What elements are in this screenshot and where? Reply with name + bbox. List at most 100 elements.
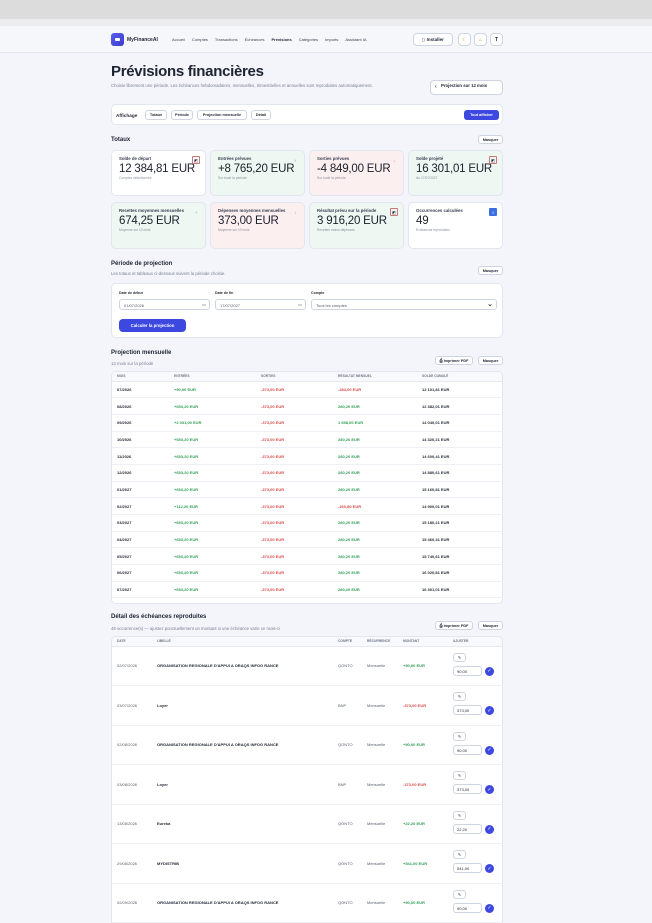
adjust-control: ✎ 373,00 ✓ bbox=[453, 692, 494, 718]
card-avg-expenses: Dépenses moyennes mensuelles 373,00 EUR … bbox=[210, 202, 305, 249]
user-avatar[interactable]: T bbox=[490, 33, 503, 46]
nav-link-categories[interactable]: Catégories bbox=[298, 37, 319, 42]
table-row: 12/2026 +653,20 EUR -373,00 EUR 280,20 EUR 1… bbox=[112, 464, 502, 482]
detail-table: DATE LIBELLÉ COMPTE RÉCURRENCE MONTANT A… bbox=[111, 636, 503, 923]
end-date-input[interactable]: 17/07/2027 ▭ bbox=[215, 299, 306, 310]
printer-icon: ⎙ bbox=[439, 623, 443, 628]
month-cell: 03/2027 bbox=[112, 514, 169, 532]
account-cell: QONTO bbox=[333, 725, 362, 765]
browser-chrome bbox=[0, 0, 652, 19]
start-date-input[interactable]: 01/07/2026 ▭ bbox=[119, 299, 210, 310]
chip-periode[interactable]: Période bbox=[171, 110, 193, 120]
detail-title: Détail des échéances reproduites bbox=[111, 614, 207, 620]
date-cell: 02/09/2026 bbox=[112, 883, 152, 923]
income-cell: +653,20 EUR bbox=[169, 464, 256, 482]
table-row: 07/2026 +90,00 EUR -373,00 EUR -283,00 EUR 1… bbox=[112, 381, 502, 399]
edit-amount-button[interactable]: ✎ bbox=[453, 850, 466, 860]
cumulative-cell: 12 101,81 EUR bbox=[417, 381, 502, 399]
chip-projection-mensuelle[interactable]: Projection mensuelle bbox=[197, 110, 247, 120]
show-all-button[interactable]: Tout afficher bbox=[464, 110, 499, 120]
totals-title: Totaux bbox=[111, 137, 131, 143]
install-label: Installer bbox=[426, 37, 444, 42]
card-value: 674,25 EUR bbox=[119, 215, 180, 227]
recurrence-cell: Mensuelle bbox=[362, 804, 398, 844]
expense-cell: -373,00 EUR bbox=[256, 397, 333, 415]
card-sub: Sur toute la période bbox=[218, 176, 247, 180]
confirm-adjust-button[interactable]: ✓ bbox=[485, 903, 494, 913]
edit-amount-button[interactable]: ✎ bbox=[453, 771, 466, 781]
monthly-hide-button[interactable]: Masquer bbox=[478, 356, 503, 365]
recurrence-cell: Mensuelle bbox=[362, 764, 398, 805]
result-cell: -260,80 EUR bbox=[333, 497, 417, 515]
chip-detail[interactable]: Détail bbox=[251, 110, 271, 120]
home-button[interactable]: ⌂ bbox=[474, 33, 487, 46]
pencil-icon: ✎ bbox=[457, 852, 462, 858]
display-label: Affichage bbox=[116, 113, 138, 118]
col-header: COMPTE bbox=[333, 637, 362, 647]
nav-link-transactions[interactable]: Transactions bbox=[214, 37, 238, 42]
confirm-adjust-button[interactable]: ✓ bbox=[485, 706, 494, 716]
monthly-subtitle: 13 mois sur la période bbox=[111, 361, 154, 366]
nav-link-comptes[interactable]: Comptes bbox=[191, 37, 208, 42]
install-button[interactable]: ▯ Installer bbox=[413, 33, 453, 46]
theme-toggle-button[interactable]: ☾ bbox=[458, 33, 471, 46]
adjust-cell: ✎ 541,00 ✓ bbox=[448, 843, 502, 884]
projection-12-months-button[interactable]: Projection sur 12 mois bbox=[430, 80, 503, 95]
chip-totaux[interactable]: Totaux bbox=[145, 110, 167, 120]
adjust-control: ✎ 373,00 ✓ bbox=[453, 771, 494, 797]
detail-print-button[interactable]: ⎙ Imprimer PDF bbox=[435, 621, 473, 630]
month-cell: 08/2026 bbox=[112, 397, 169, 415]
adjust-amount-input[interactable]: 90,00 bbox=[453, 665, 482, 676]
card-period-result: Résultat prévu sur la période 3 916,20 E… bbox=[309, 202, 404, 249]
confirm-adjust-button[interactable]: ✓ bbox=[485, 745, 494, 755]
edit-amount-button[interactable]: ✎ bbox=[453, 731, 466, 741]
account-select[interactable]: Tous les comptes ⌄ bbox=[311, 299, 497, 310]
adjust-amount-input[interactable]: 22,20 bbox=[453, 823, 482, 834]
month-cell: 01/2027 bbox=[112, 481, 169, 499]
card-expenses: Sorties prévues -4 849,00 EUR Sur toute … bbox=[309, 150, 404, 196]
monthly-print-button[interactable]: ⎙ Imprimer PDF bbox=[435, 356, 473, 365]
nav-link-imports[interactable]: Imports bbox=[325, 37, 339, 42]
edit-amount-button[interactable]: ✎ bbox=[453, 810, 466, 820]
adjust-cell: ✎ 90,00 ✓ bbox=[448, 883, 502, 923]
confirm-adjust-button[interactable]: ✓ bbox=[485, 785, 494, 795]
nav-link-accueil[interactable]: Accueil bbox=[172, 37, 185, 42]
moon-icon: ☾ bbox=[462, 36, 467, 43]
table-row: 01/2027 +653,20 EUR -373,00 EUR 280,20 EUR 1… bbox=[112, 481, 502, 499]
wallet-icon: ◩ bbox=[192, 156, 200, 164]
nav-link-previsions[interactable]: Prévisions bbox=[271, 37, 292, 42]
adjust-cell: ✎ 90,00 ✓ bbox=[448, 646, 502, 686]
brand-name[interactable]: MyFinanceAI bbox=[127, 37, 158, 43]
confirm-adjust-button[interactable]: ✓ bbox=[485, 824, 494, 834]
adjust-amount-input[interactable]: 373,00 bbox=[453, 784, 482, 795]
adjust-amount-input[interactable]: 90,00 bbox=[453, 744, 482, 755]
result-cell: -283,00 EUR bbox=[333, 381, 417, 399]
period-hide-button[interactable]: Masquer bbox=[478, 266, 503, 275]
edit-amount-button[interactable]: ✎ bbox=[453, 652, 466, 662]
cumulative-cell: 15 160,81 EUR bbox=[417, 481, 502, 499]
result-cell: 1 658,00 EUR bbox=[333, 414, 417, 432]
nav-link-assistant[interactable]: Assistant IA bbox=[345, 37, 367, 42]
expense-cell: -373,00 EUR bbox=[256, 381, 333, 399]
table-row: 03/2027 +653,20 EUR -373,00 EUR 280,20 EUR 1… bbox=[112, 514, 502, 532]
table-row: 05/2027 +653,20 EUR -373,00 EUR 280,20 EUR 1… bbox=[112, 547, 502, 566]
table-header-row: MOIS ENTRÉES SORTIES RÉSULTAT MENSUEL SO… bbox=[112, 372, 502, 382]
edit-amount-button[interactable]: ✎ bbox=[453, 692, 466, 702]
adjust-amount-input[interactable]: 373,00 bbox=[453, 705, 482, 716]
app-logo-icon[interactable] bbox=[111, 33, 124, 46]
adjust-amount-input[interactable]: 90,00 bbox=[453, 902, 482, 913]
card-start-balance: Solde de départ 12 384,81 EUR Comptes sé… bbox=[111, 150, 206, 196]
nav-link-echeances[interactable]: Échéances bbox=[244, 37, 265, 42]
check-icon: ✓ bbox=[487, 747, 492, 754]
card-value: 16 301,01 EUR bbox=[416, 163, 493, 175]
detail-hide-button[interactable]: Masquer bbox=[478, 621, 503, 630]
table-header-row: DATE LIBELLÉ COMPTE RÉCURRENCE MONTANT A… bbox=[112, 637, 502, 647]
confirm-adjust-button[interactable]: ✓ bbox=[485, 864, 494, 874]
confirm-adjust-button[interactable]: ✓ bbox=[485, 666, 494, 676]
edit-amount-button[interactable]: ✎ bbox=[453, 889, 466, 899]
table-row: 13/08/2026 Eureka QONTO Mensuelle +22,20 EUR… bbox=[112, 804, 502, 844]
calculate-projection-button[interactable]: Calculer la projection bbox=[119, 319, 186, 332]
date-cell: 03/07/2026 bbox=[112, 685, 152, 726]
adjust-amount-input[interactable]: 541,00 bbox=[453, 863, 482, 874]
totals-hide-button[interactable]: Masquer bbox=[478, 135, 503, 144]
